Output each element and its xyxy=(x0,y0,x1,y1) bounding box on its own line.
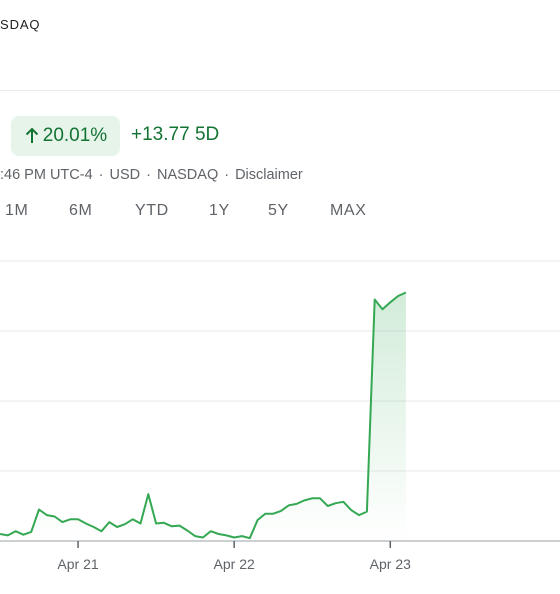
range-tab-5y[interactable]: 5Y xyxy=(268,202,289,219)
meta-separator: · xyxy=(98,167,104,183)
absolute-change-value: +13.77 xyxy=(131,124,190,145)
price-area-fill xyxy=(0,292,406,541)
range-tab-1m[interactable]: 1M xyxy=(5,202,29,219)
quote-currency: USD xyxy=(109,167,141,183)
price-line xyxy=(0,291,407,540)
percent-change-value: 20.01% xyxy=(42,125,108,146)
header-divider xyxy=(0,90,560,91)
range-tab-max[interactable]: MAX xyxy=(330,202,367,219)
change-period: 5D xyxy=(194,124,220,145)
meta-separator: · xyxy=(224,167,230,183)
range-tab-ytd[interactable]: YTD xyxy=(135,202,169,219)
arrow-up-icon xyxy=(24,127,40,145)
percent-change-badge: 20.01% xyxy=(11,116,120,156)
quote-time: :46 PM UTC-4 xyxy=(0,167,93,183)
meta-separator: · xyxy=(146,167,151,183)
x-axis-tick-label: Apr 22 xyxy=(214,556,255,572)
absolute-change: +13.77 5D xyxy=(131,124,219,146)
x-axis-tick-label: Apr 21 xyxy=(57,556,98,572)
exchange-label: SDAQ xyxy=(0,17,41,32)
range-tab-6m[interactable]: 6M xyxy=(69,202,93,219)
disclaimer-link[interactable]: Disclaimer xyxy=(235,167,303,183)
x-axis-tick-label: Apr 23 xyxy=(370,556,411,572)
quote-exchange: NASDAQ xyxy=(156,167,219,183)
quote-meta-line: :46 PM UTC-4 · USD · NASDAQ · Disclaimer xyxy=(0,167,303,183)
range-tab-1y[interactable]: 1Y xyxy=(209,202,230,219)
